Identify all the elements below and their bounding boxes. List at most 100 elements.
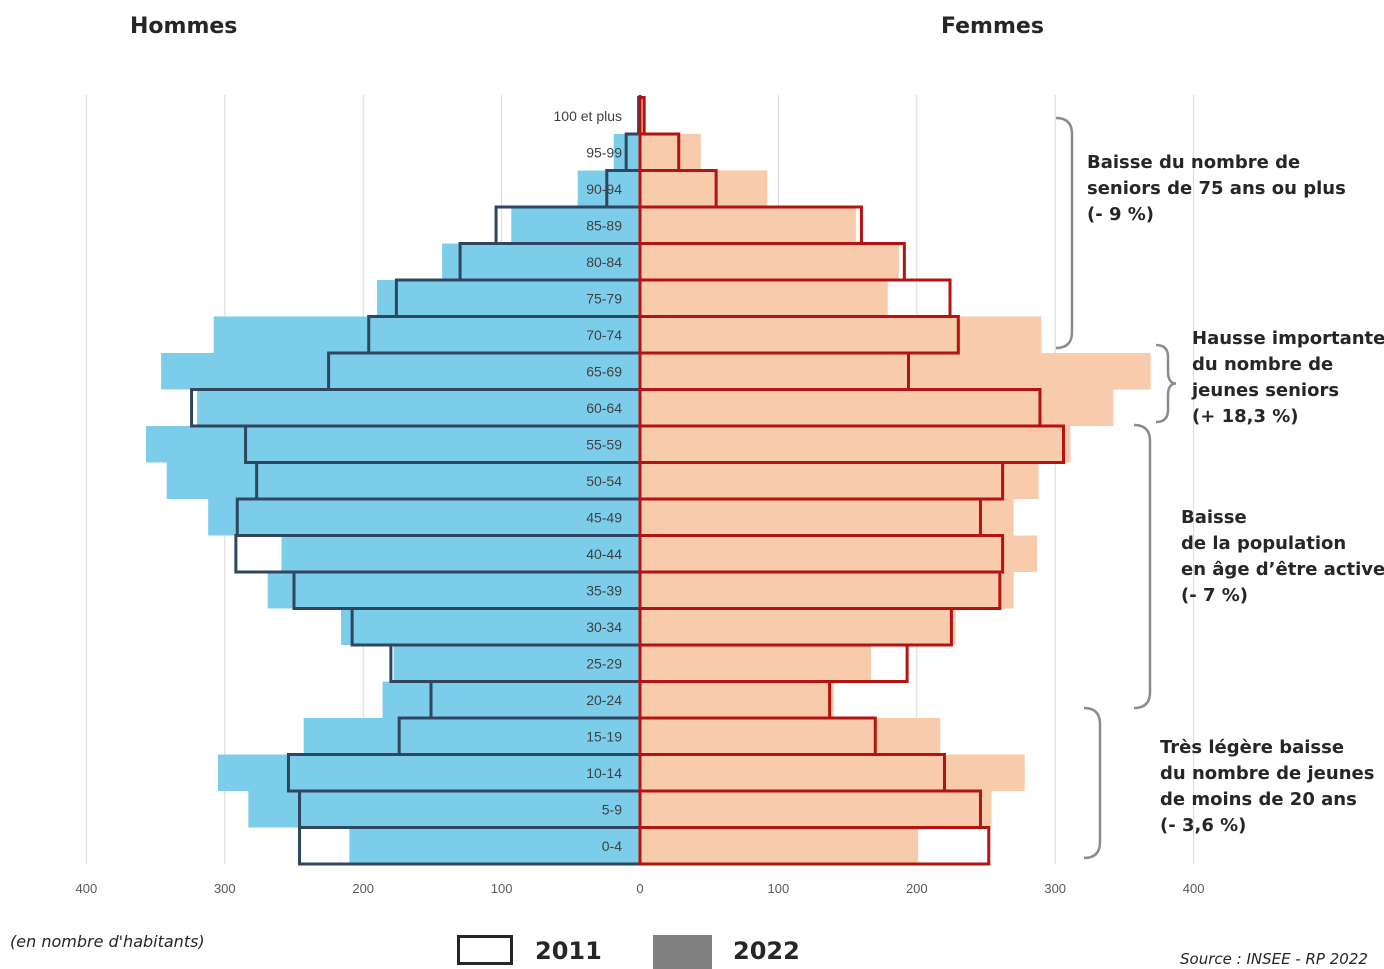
bar-2022-men	[577, 170, 640, 207]
annotation-line: (- 3,6 %)	[1160, 815, 1247, 836]
unit-note: (en nombre d'habitants)	[10, 932, 205, 951]
bar-2022-men	[161, 353, 641, 390]
legend-swatch-2011	[457, 935, 513, 965]
bar-2022-men	[267, 572, 640, 609]
age-label: 25-29	[586, 655, 622, 671]
annotation-line: (- 9 %)	[1087, 204, 1155, 225]
age-label: 85-89	[586, 217, 622, 233]
x-tick-label: 400	[76, 881, 98, 896]
age-label: 5-9	[602, 801, 622, 817]
legend-label-2011: 2011	[535, 937, 602, 965]
bar-2022-men	[349, 827, 640, 864]
age-label: 65-69	[586, 363, 622, 379]
bar-2022-men	[382, 681, 640, 718]
bar-2022-women	[640, 608, 956, 645]
bar-2022-women	[640, 389, 1114, 426]
bar-2022-women	[640, 316, 1042, 353]
annotation-line: Hausse importante	[1192, 328, 1384, 349]
bar-2022-men	[208, 499, 640, 536]
bar-2022-men	[248, 791, 640, 828]
annotation-line: Baisse du nombre de	[1087, 152, 1301, 173]
annotation-line: jeunes seniors	[1192, 380, 1340, 401]
bar-2022-men	[145, 426, 641, 463]
age-label: 30-34	[586, 619, 622, 635]
bar-2022-men	[303, 718, 640, 755]
age-label: 0-4	[602, 838, 622, 854]
annotation-line: seniors de 75 ans ou plus	[1087, 178, 1346, 199]
age-label: 70-74	[586, 327, 622, 343]
annotation-line: Très légère baisse	[1160, 737, 1345, 758]
x-tick-label: 200	[906, 881, 928, 896]
x-tick-label: 200	[352, 881, 374, 896]
annotation-line: Baisse	[1181, 507, 1247, 528]
annotation-line: (+ 18,3 %)	[1192, 406, 1299, 427]
bracket-working-age	[1133, 423, 1152, 710]
annotation-line: du nombre de	[1192, 354, 1334, 375]
bar-2022-men	[442, 243, 640, 280]
bar-2022-women	[640, 572, 1014, 609]
bar-2022-men	[377, 280, 640, 317]
bar-2022-women	[640, 499, 1014, 536]
age-label: 35-39	[586, 582, 622, 598]
annotation-line: de moins de 20 ans	[1160, 789, 1357, 810]
age-label: 45-49	[586, 509, 622, 525]
bar-2022-women	[640, 681, 834, 718]
women-title: Femmes	[941, 14, 1044, 39]
source-note: Source : INSEE - RP 2022	[1180, 950, 1368, 968]
bar-2022-men	[281, 535, 640, 572]
bar-2022-women	[640, 353, 1151, 390]
bar-2022-women	[640, 754, 1025, 791]
series-2022-women	[640, 97, 1151, 864]
bar-2022-women	[640, 462, 1039, 499]
age-labels: 0-4 5-9 10-14 15-19 20-24 25-29 30-34 35-39 40-4…	[554, 108, 623, 854]
bar-2022-women	[640, 207, 856, 244]
x-tick-label: 100	[768, 881, 790, 896]
bar-2022-men	[341, 608, 640, 645]
bar-2022-men	[166, 462, 640, 499]
bar-2022-women	[640, 280, 888, 317]
annotation-seniors-75: Baisse du nombre de seniors de 75 ans ou …	[1087, 150, 1346, 228]
x-tick-label: 400	[1183, 881, 1205, 896]
age-label: 95-99	[586, 144, 622, 160]
age-label: 50-54	[586, 473, 622, 489]
bar-2022-women	[640, 170, 768, 207]
bar-2022-women	[640, 97, 645, 134]
annotation-under-20: Très légère baisse du nombre de jeunes de …	[1160, 735, 1374, 839]
bar-2022-men	[197, 389, 640, 426]
bar-2022-men	[511, 207, 640, 244]
bar-2022-men	[393, 645, 640, 682]
age-label: 100 et plus	[554, 108, 623, 124]
x-tick-label: 300	[1044, 881, 1066, 896]
age-label: 20-24	[586, 692, 622, 708]
age-label: 60-64	[586, 400, 622, 416]
bar-2022-women	[640, 718, 941, 755]
legend-label-2022: 2022	[733, 937, 800, 965]
age-label: 55-59	[586, 436, 622, 452]
men-title: Hommes	[130, 14, 238, 39]
age-label: 90-94	[586, 181, 622, 197]
bar-2022-women	[640, 645, 872, 682]
annotation-line: (- 7 %)	[1181, 585, 1249, 606]
bar-2022-women	[640, 827, 919, 864]
bracket-seniors-75	[1055, 116, 1074, 350]
x-tick-label: 0	[636, 881, 643, 896]
bar-2022-men	[217, 754, 640, 791]
age-label: 80-84	[586, 254, 622, 270]
x-tick-label: 100	[491, 881, 513, 896]
age-label: 15-19	[586, 728, 622, 744]
age-label: 75-79	[586, 290, 622, 306]
annotation-line: en âge d’être active	[1181, 559, 1384, 580]
bar-2022-women	[640, 426, 1071, 463]
annotation-line: du nombre de jeunes	[1160, 763, 1375, 784]
bar-2022-women	[640, 791, 992, 828]
bracket-under-20	[1083, 706, 1102, 860]
series-2022-men	[145, 97, 641, 864]
bar-2022-women	[640, 535, 1038, 572]
annotation-line: de la population	[1181, 533, 1347, 554]
bar-2022-women	[640, 134, 701, 171]
x-tick-label: 300	[214, 881, 236, 896]
annotation-young-seniors: Hausse importante du nombre de jeunes seni…	[1192, 326, 1384, 430]
age-label: 40-44	[586, 546, 622, 562]
